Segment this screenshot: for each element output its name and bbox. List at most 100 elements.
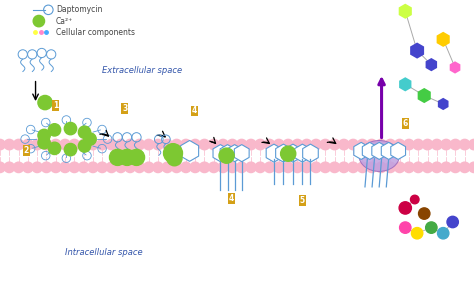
- Text: 4: 4: [228, 194, 234, 203]
- Polygon shape: [399, 77, 411, 91]
- Ellipse shape: [119, 149, 135, 166]
- Ellipse shape: [264, 162, 275, 173]
- Ellipse shape: [283, 139, 293, 150]
- Polygon shape: [391, 142, 406, 159]
- Text: 6: 6: [402, 119, 408, 128]
- Polygon shape: [362, 142, 377, 159]
- Ellipse shape: [432, 162, 442, 173]
- Ellipse shape: [348, 139, 358, 150]
- Ellipse shape: [413, 139, 423, 150]
- Polygon shape: [399, 4, 412, 19]
- Polygon shape: [426, 58, 437, 71]
- Ellipse shape: [411, 228, 423, 239]
- Text: 5: 5: [300, 196, 305, 205]
- Ellipse shape: [311, 139, 321, 150]
- Text: 2: 2: [23, 146, 29, 155]
- Ellipse shape: [51, 162, 61, 173]
- Ellipse shape: [97, 139, 108, 150]
- Ellipse shape: [64, 143, 77, 156]
- Ellipse shape: [172, 139, 182, 150]
- Text: 1: 1: [53, 101, 59, 110]
- Ellipse shape: [219, 148, 234, 163]
- Ellipse shape: [218, 162, 228, 173]
- Ellipse shape: [144, 139, 154, 150]
- Ellipse shape: [237, 162, 247, 173]
- Ellipse shape: [164, 144, 182, 163]
- Ellipse shape: [106, 162, 117, 173]
- Ellipse shape: [301, 162, 312, 173]
- Ellipse shape: [426, 222, 437, 233]
- Ellipse shape: [38, 137, 50, 149]
- Ellipse shape: [116, 162, 126, 173]
- Ellipse shape: [376, 162, 386, 173]
- Ellipse shape: [394, 162, 405, 173]
- Ellipse shape: [125, 139, 136, 150]
- Ellipse shape: [41, 162, 52, 173]
- Ellipse shape: [450, 139, 461, 150]
- Ellipse shape: [41, 139, 52, 150]
- Ellipse shape: [88, 139, 98, 150]
- Ellipse shape: [190, 162, 201, 173]
- Ellipse shape: [13, 162, 24, 173]
- Ellipse shape: [134, 162, 145, 173]
- Ellipse shape: [422, 162, 433, 173]
- Ellipse shape: [218, 139, 228, 150]
- Ellipse shape: [438, 228, 449, 239]
- Ellipse shape: [329, 162, 340, 173]
- Text: 3: 3: [122, 104, 128, 113]
- Ellipse shape: [311, 162, 321, 173]
- Ellipse shape: [69, 139, 80, 150]
- Ellipse shape: [419, 208, 430, 219]
- Ellipse shape: [23, 139, 33, 150]
- Ellipse shape: [469, 139, 474, 150]
- Polygon shape: [227, 145, 242, 162]
- Ellipse shape: [359, 140, 399, 171]
- Ellipse shape: [385, 139, 396, 150]
- Polygon shape: [354, 142, 369, 159]
- Ellipse shape: [48, 142, 61, 155]
- Ellipse shape: [106, 139, 117, 150]
- Ellipse shape: [400, 222, 411, 233]
- Ellipse shape: [413, 162, 423, 173]
- Polygon shape: [381, 142, 396, 159]
- Ellipse shape: [134, 139, 145, 150]
- Ellipse shape: [292, 162, 302, 173]
- Ellipse shape: [264, 139, 275, 150]
- Ellipse shape: [64, 123, 77, 135]
- Polygon shape: [372, 142, 387, 159]
- Ellipse shape: [125, 162, 136, 173]
- Ellipse shape: [69, 162, 80, 173]
- Ellipse shape: [255, 162, 265, 173]
- Polygon shape: [418, 88, 431, 103]
- Ellipse shape: [167, 151, 182, 166]
- Polygon shape: [276, 144, 291, 162]
- Ellipse shape: [366, 139, 377, 150]
- Ellipse shape: [301, 139, 312, 150]
- Ellipse shape: [162, 139, 173, 150]
- Ellipse shape: [246, 162, 256, 173]
- Ellipse shape: [292, 139, 302, 150]
- Ellipse shape: [181, 139, 191, 150]
- Polygon shape: [285, 144, 301, 162]
- Ellipse shape: [0, 139, 5, 150]
- Ellipse shape: [469, 162, 474, 173]
- Text: Ca²⁺: Ca²⁺: [56, 17, 73, 26]
- Polygon shape: [295, 144, 310, 162]
- Ellipse shape: [190, 139, 201, 150]
- Ellipse shape: [199, 162, 210, 173]
- Ellipse shape: [255, 139, 265, 150]
- Ellipse shape: [385, 162, 396, 173]
- Ellipse shape: [78, 139, 89, 150]
- Ellipse shape: [366, 162, 377, 173]
- Ellipse shape: [88, 162, 98, 173]
- Ellipse shape: [162, 162, 173, 173]
- Ellipse shape: [4, 162, 15, 173]
- Ellipse shape: [329, 139, 340, 150]
- Ellipse shape: [153, 162, 163, 173]
- Ellipse shape: [410, 195, 419, 204]
- Ellipse shape: [13, 139, 24, 150]
- Text: Daptomycin: Daptomycin: [56, 5, 102, 14]
- Polygon shape: [220, 145, 235, 162]
- Ellipse shape: [237, 139, 247, 150]
- Ellipse shape: [78, 140, 91, 152]
